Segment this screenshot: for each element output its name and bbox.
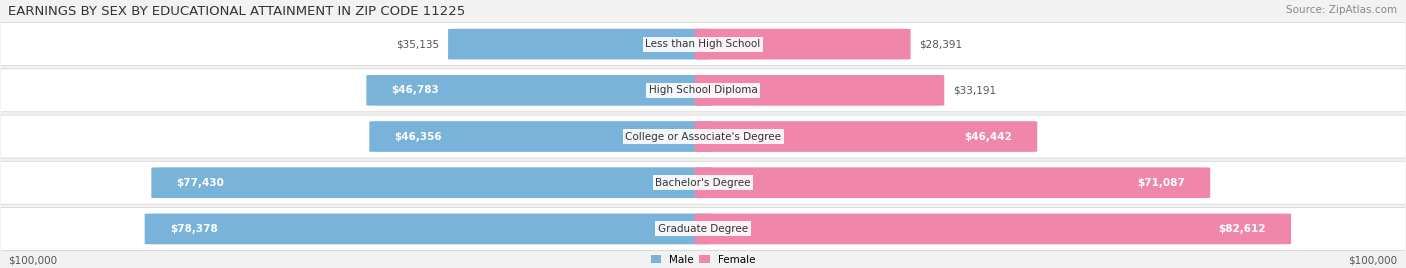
FancyBboxPatch shape: [0, 207, 1406, 250]
Text: College or Associate's Degree: College or Associate's Degree: [626, 132, 780, 142]
FancyBboxPatch shape: [152, 167, 711, 198]
Text: $78,378: $78,378: [170, 224, 218, 234]
Text: $33,191: $33,191: [953, 85, 995, 95]
Text: Source: ZipAtlas.com: Source: ZipAtlas.com: [1286, 5, 1398, 16]
Text: $35,135: $35,135: [396, 39, 440, 49]
FancyBboxPatch shape: [0, 115, 1406, 158]
FancyBboxPatch shape: [449, 29, 711, 59]
Text: $77,430: $77,430: [177, 178, 225, 188]
FancyBboxPatch shape: [367, 75, 711, 106]
Legend: Male, Female: Male, Female: [647, 251, 759, 268]
Text: $28,391: $28,391: [920, 39, 962, 49]
Text: EARNINGS BY SEX BY EDUCATIONAL ATTAINMENT IN ZIP CODE 11225: EARNINGS BY SEX BY EDUCATIONAL ATTAINMEN…: [8, 5, 465, 18]
Text: $46,442: $46,442: [965, 132, 1012, 142]
FancyBboxPatch shape: [695, 121, 1038, 152]
FancyBboxPatch shape: [695, 75, 945, 106]
Text: $82,612: $82,612: [1218, 224, 1265, 234]
Text: $71,087: $71,087: [1137, 178, 1185, 188]
Text: Bachelor's Degree: Bachelor's Degree: [655, 178, 751, 188]
Text: $100,000: $100,000: [8, 255, 58, 265]
FancyBboxPatch shape: [145, 214, 711, 244]
FancyBboxPatch shape: [695, 167, 1211, 198]
Text: Less than High School: Less than High School: [645, 39, 761, 49]
FancyBboxPatch shape: [695, 29, 911, 59]
FancyBboxPatch shape: [0, 69, 1406, 112]
FancyBboxPatch shape: [0, 23, 1406, 66]
Text: $46,356: $46,356: [395, 132, 443, 142]
FancyBboxPatch shape: [695, 214, 1291, 244]
Text: $100,000: $100,000: [1348, 255, 1398, 265]
Text: High School Diploma: High School Diploma: [648, 85, 758, 95]
Text: Graduate Degree: Graduate Degree: [658, 224, 748, 234]
FancyBboxPatch shape: [370, 121, 711, 152]
FancyBboxPatch shape: [0, 161, 1406, 204]
Text: $46,783: $46,783: [392, 85, 439, 95]
